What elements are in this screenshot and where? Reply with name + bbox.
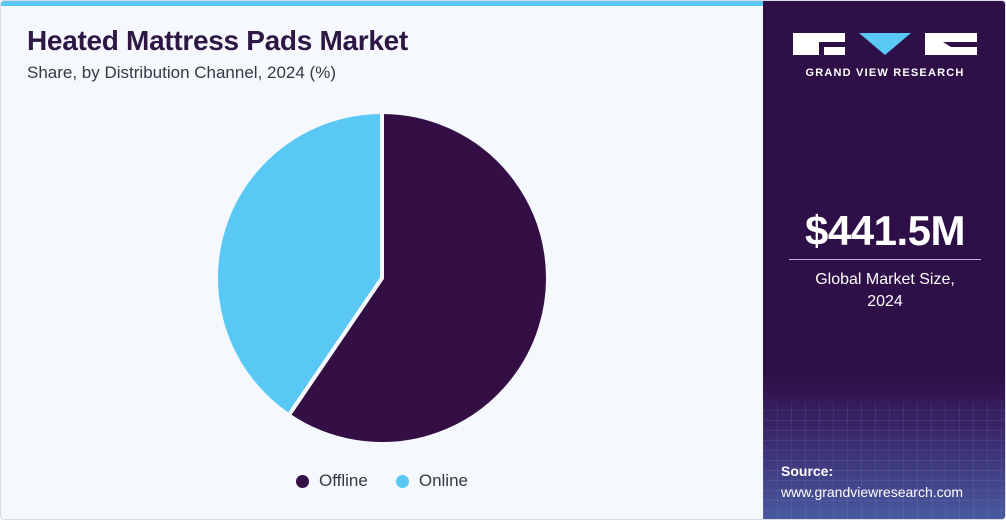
pie-slice-offline: [286, 110, 550, 446]
accent-bar: [1, 1, 763, 6]
chart-legend: Offline Online: [1, 471, 763, 491]
legend-label-online: Online: [418, 471, 468, 490]
legend-swatch-offline: [296, 474, 310, 488]
grand-view-research-logo-icon: [793, 33, 977, 55]
chart-subtitle: Share, by Distribution Channel, 2024 (%): [27, 63, 336, 82]
legend-item-offline: Offline: [296, 471, 368, 491]
pie-slice-online: [214, 110, 384, 418]
pie-chart: [214, 110, 550, 446]
market-size-label-line2: 2024: [867, 293, 903, 310]
source-label: Source:: [781, 463, 834, 479]
market-size-label: Global Market Size, 2024: [763, 269, 1005, 313]
source-link[interactable]: www.grandviewresearch.com: [781, 484, 964, 500]
chart-panel: Heated Mattress Pads Market Share, by Di…: [1, 1, 763, 519]
legend-label-offline: Offline: [319, 471, 368, 490]
market-size-label-line1: Global Market Size,: [815, 271, 955, 288]
legend-item-online: Online: [395, 471, 468, 491]
market-size-value: $441.5M: [805, 207, 965, 254]
info-sidebar: GRAND VIEW RESEARCH $441.5M Global Marke…: [763, 1, 1005, 519]
divider: [789, 259, 981, 260]
decorative-grid: [763, 401, 1005, 519]
brand-name: GRAND VIEW RESEARCH: [805, 67, 965, 79]
legend-swatch-online: [395, 474, 409, 488]
chart-title: Heated Mattress Pads Market: [27, 25, 408, 56]
